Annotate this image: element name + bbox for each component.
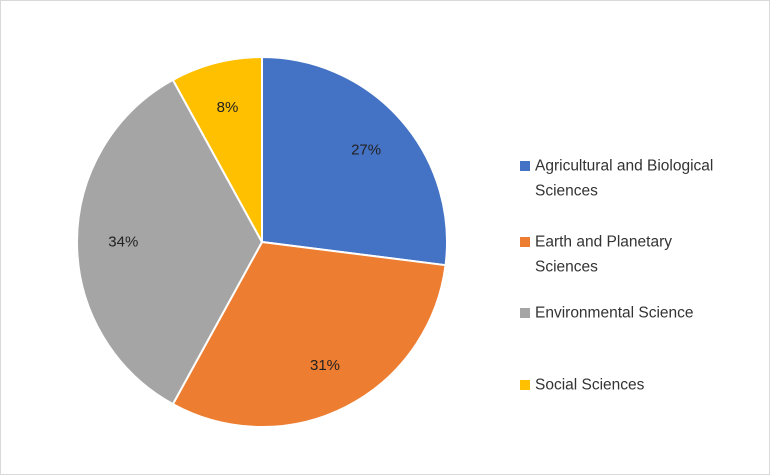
legend-item-earth-and-planetary-sciences: Earth and Planetary Sciences bbox=[520, 234, 672, 276]
legend-item-agricultural-and-biological-sciences: Agricultural and Biological Sciences bbox=[520, 158, 713, 200]
legend-swatch bbox=[520, 380, 530, 390]
legend-label: Agricultural and Biological bbox=[535, 158, 713, 175]
legend-swatch bbox=[520, 308, 530, 318]
data-label-agricultural-and-biological-sciences: 27% bbox=[351, 142, 381, 159]
legend: Agricultural and BiologicalSciencesEarth… bbox=[520, 158, 713, 394]
pie-slice-social-sciences bbox=[171, 55, 263, 243]
pie-slices bbox=[76, 55, 448, 428]
pie-slice-environmental-science bbox=[76, 78, 264, 406]
legend-label: Sciences bbox=[535, 259, 598, 276]
legend-label: Earth and Planetary bbox=[535, 234, 672, 251]
pie-slice-earth-and-planetary-sciences bbox=[171, 240, 447, 428]
pie-data-labels: 27% 31% 34% 8% bbox=[108, 99, 381, 374]
legend-swatch bbox=[520, 161, 530, 171]
pie-slice-agricultural-and-biological-sciences bbox=[261, 55, 448, 267]
data-label-environmental-science: 34% bbox=[108, 234, 138, 251]
data-label-earth-and-planetary-sciences: 31% bbox=[310, 357, 340, 374]
data-label-social-sciences: 8% bbox=[217, 99, 239, 116]
legend-swatch bbox=[520, 237, 530, 247]
legend-item-social-sciences: Social Sciences bbox=[520, 377, 645, 394]
legend-label: Environmental Science bbox=[535, 305, 694, 322]
legend-label: Sciences bbox=[535, 183, 598, 200]
legend-item-environmental-science: Environmental Science bbox=[520, 305, 694, 322]
legend-label: Social Sciences bbox=[535, 377, 645, 394]
